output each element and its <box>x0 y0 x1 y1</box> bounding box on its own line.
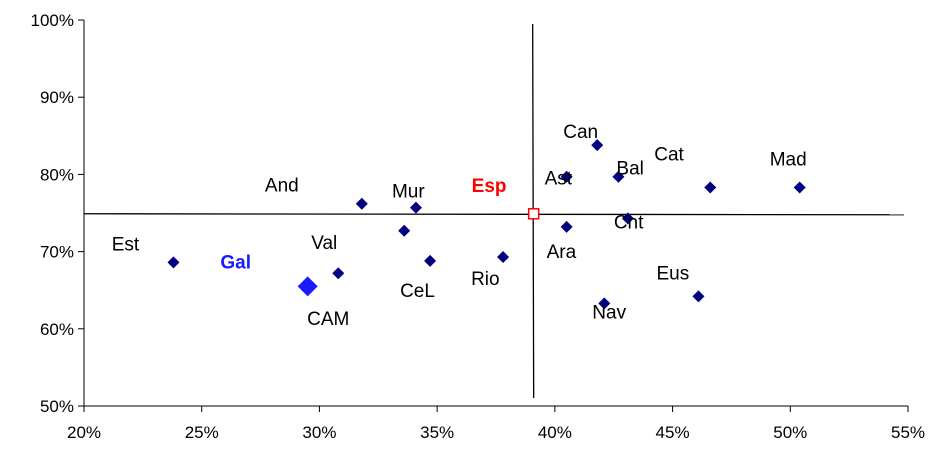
x-tick-label: 35% <box>420 423 454 442</box>
point-label: Ast <box>545 169 573 190</box>
point-marker <box>793 181 806 194</box>
point-marker <box>167 256 180 269</box>
point-marker <box>398 224 411 237</box>
y-tick-label: 90% <box>40 88 74 107</box>
point-label: Mad <box>770 150 807 171</box>
point-label: CAM <box>307 309 349 330</box>
x-tick-label: 30% <box>302 423 336 442</box>
point-label: Est <box>112 234 140 255</box>
point-marker <box>612 170 625 183</box>
point-label: Bal <box>616 159 643 180</box>
point-label: Nav <box>592 302 626 323</box>
point-labels: Est Gal CAM Val And Mur CeL Rio Esp Ast Ara Can Nav B… <box>112 122 807 330</box>
x-tick-label: 25% <box>185 423 219 442</box>
x-tick-label: 40% <box>538 423 572 442</box>
tick-labels: 50% 60% 70% 80% 90% 100% 20% 25% 30% 35% 40% 45% 50%… <box>31 11 926 442</box>
x-tick-label: 20% <box>67 423 101 442</box>
y-tick-label: 70% <box>40 243 74 262</box>
point-marker <box>692 290 705 303</box>
point-label: And <box>265 176 299 197</box>
axes <box>78 19 909 412</box>
point-marker <box>409 201 422 214</box>
y-tick-label: 50% <box>40 397 74 416</box>
point-marker-esp <box>527 208 540 220</box>
point-marker <box>332 267 345 280</box>
point-marker <box>424 254 437 267</box>
point-label: Esp <box>472 176 507 197</box>
x-tick-label: 55% <box>891 423 925 442</box>
point-label: Ara <box>547 242 577 263</box>
y-tick-label: 60% <box>40 320 74 339</box>
horizontal-reference-line <box>83 213 905 216</box>
point-label: Mur <box>392 182 425 203</box>
y-tick-label: 100% <box>31 11 74 30</box>
point-marker <box>560 220 573 233</box>
point-marker <box>598 297 611 310</box>
point-label: Cat <box>654 145 684 166</box>
point-marker <box>621 212 634 225</box>
point-label: Val <box>311 233 337 254</box>
point-label: Eus <box>656 263 689 284</box>
point-marker <box>704 181 717 194</box>
point-marker <box>591 139 604 152</box>
x-tick-label: 50% <box>773 423 807 442</box>
point-label: Can <box>563 122 598 143</box>
point-marker-gal <box>297 276 318 297</box>
data-points <box>167 139 806 310</box>
point-label: CeL <box>400 281 435 302</box>
point-marker <box>497 251 510 264</box>
x-tick-label: 45% <box>656 423 690 442</box>
point-marker <box>560 170 573 183</box>
point-label: Gal <box>220 252 251 273</box>
point-label: Rio <box>471 269 500 290</box>
point-label: Cnt <box>614 212 644 233</box>
y-tick-label: 80% <box>40 165 74 184</box>
point-marker <box>355 197 368 210</box>
